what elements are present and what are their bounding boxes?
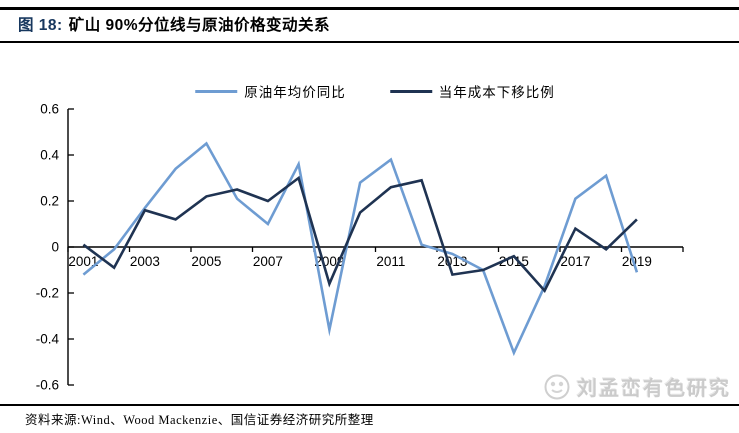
y-axis-label: 0.2	[40, 194, 59, 209]
legend-label-cost: 当年成本下移比例	[438, 85, 555, 100]
x-axis-label: 2011	[376, 254, 405, 269]
source-note: 资料来源:Wind、Wood Mackenzie、国信证券经济研究所整理	[25, 413, 374, 427]
title-divider	[0, 41, 739, 43]
y-axis-label: -0.6	[36, 378, 59, 393]
oil-line-swatch-icon	[195, 89, 238, 93]
x-axis-label: 2001	[68, 254, 98, 269]
figure-number: 图 18:	[18, 17, 63, 34]
legend-item-oil: 原油年均价同比	[195, 81, 346, 101]
chart-legend: 原油年均价同比 当年成本下移比例	[195, 81, 555, 101]
y-axis-label: 0.4	[40, 148, 59, 163]
x-axis-label: 2003	[130, 254, 160, 269]
x-axis-label: 2017	[560, 254, 590, 269]
x-axis-label: 2019	[622, 254, 652, 269]
footer-divider	[0, 404, 739, 406]
figure-title: 图 18: 矿山 90%分位线与原油价格变动关系	[18, 13, 330, 35]
x-axis-label: 2005	[191, 254, 221, 269]
cost-line-swatch-icon	[389, 89, 432, 93]
x-axis-label: 2013	[437, 254, 467, 269]
y-axis-label: 0	[51, 240, 59, 255]
series-line-cost-shift-ratio	[82, 175, 638, 294]
x-axis-label: 2007	[253, 254, 283, 269]
y-axis-label: -0.2	[36, 286, 59, 301]
figure-title-text: 矿山 90%分位线与原油价格变动关系	[68, 17, 331, 34]
legend-label-oil: 原油年均价同比	[244, 85, 346, 100]
watermark-text: 刘孟峦有色研究	[577, 378, 731, 400]
y-axis-label: -0.4	[36, 332, 60, 347]
top-border-bar	[0, 7, 739, 10]
series-line-oil-price-yoy	[82, 141, 639, 357]
legend-item-cost: 当年成本下移比例	[389, 81, 555, 101]
watermark-logo-icon	[544, 374, 570, 399]
watermark: 刘孟峦有色研究	[543, 372, 731, 401]
y-axis-label: 0.6	[40, 102, 59, 117]
